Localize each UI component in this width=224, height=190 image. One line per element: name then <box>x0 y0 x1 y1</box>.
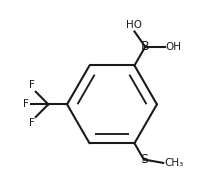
Text: OH: OH <box>166 42 182 52</box>
Text: CH₃: CH₃ <box>164 158 183 168</box>
Text: F: F <box>29 81 35 90</box>
Text: HO: HO <box>126 20 142 30</box>
Text: S: S <box>140 153 148 166</box>
Text: B: B <box>141 40 150 53</box>
Text: F: F <box>23 99 29 109</box>
Text: F: F <box>29 118 35 128</box>
